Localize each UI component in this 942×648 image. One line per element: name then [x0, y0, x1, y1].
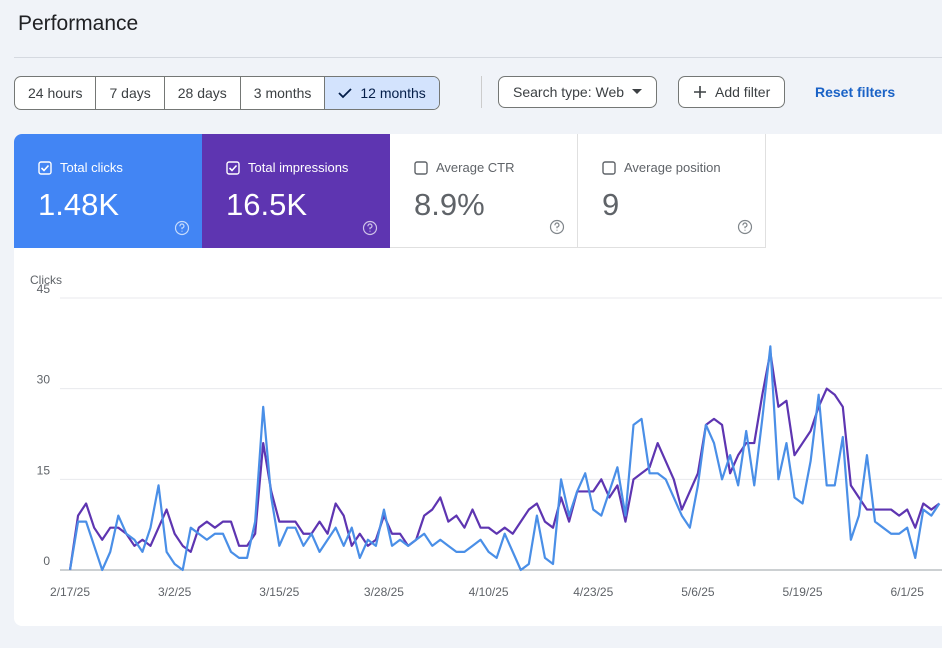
checkbox-tick: [228, 164, 238, 172]
reset-filters-link[interactable]: Reset filters: [815, 84, 896, 100]
checkbox: [414, 160, 428, 175]
y-tick-label: 0: [43, 554, 50, 568]
help-mark: [367, 223, 373, 232]
x-tick-label: 6/1/25: [891, 585, 925, 599]
search-type-dropdown[interactable]: Search type: Web: [498, 76, 658, 108]
metric-label: Total clicks: [60, 160, 123, 175]
metric-label-row: Average position: [602, 160, 765, 175]
y-tick-label: 45: [37, 282, 51, 296]
help-mark: [179, 223, 185, 232]
metric-card[interactable]: Total clicks 1.48K: [14, 134, 202, 248]
metric-label-row: Total impressions: [226, 160, 390, 175]
divider: [14, 57, 942, 58]
y-axis-title: Clicks: [30, 273, 62, 287]
series-line: [68, 345, 941, 572]
x-tick-label: 3/2/25: [158, 585, 192, 599]
x-tick-label: 5/19/25: [783, 585, 823, 599]
checkbox: [602, 160, 616, 175]
metric-card[interactable]: Average CTR 8.9%: [390, 134, 578, 248]
metric-card[interactable]: Average position 9: [578, 134, 766, 248]
help-icon: [737, 219, 753, 235]
checkbox: [38, 160, 52, 175]
page-title: Performance: [18, 12, 139, 35]
search-type-label: Search type: Web: [513, 84, 625, 100]
metric-label-row: Average CTR: [414, 160, 577, 175]
checkbox-box: [226, 160, 240, 175]
metric-label-row: Total clicks: [38, 160, 202, 175]
range-label: 7 days: [109, 85, 151, 101]
metric-value: 1.48K: [38, 187, 120, 222]
range-button[interactable]: 3 months: [239, 77, 325, 109]
help-icon: [362, 220, 378, 236]
series-line: [68, 351, 941, 571]
y-tick-label: 30: [37, 373, 51, 387]
x-tick-label: 5/6/25: [681, 585, 715, 599]
checkbox-tick: [40, 164, 50, 172]
x-tick-label: 2/17/25: [50, 585, 90, 599]
checkbox-box: [602, 160, 616, 175]
range-button[interactable]: 12 months: [324, 77, 439, 109]
metric-label: Total impressions: [248, 160, 349, 175]
checkbox-box: [414, 160, 428, 175]
chart: Clicks 0 15 30 45 2/17/25 3/2/25 3/15/25 3/28/2…: [30, 273, 942, 599]
range-button[interactable]: 24 hours: [15, 77, 95, 109]
range-label: 3 months: [253, 85, 312, 101]
x-tick-label: 3/28/25: [364, 585, 404, 599]
range-button[interactable]: 7 days: [95, 77, 163, 109]
help-circle: [362, 220, 378, 236]
range-label: 28 days: [177, 85, 227, 101]
range-selector: 24 hours 7 days 28 days 3 months 12 months: [14, 76, 440, 110]
performance-panel: Clicks 0 15 30 45 2/17/25 3/2/25 3/15/25 3/28/2…: [14, 134, 942, 626]
help-circle: [549, 219, 565, 235]
x-tick-label: 4/10/25: [469, 585, 509, 599]
metric-card[interactable]: Total impressions 16.5K: [202, 134, 390, 248]
add-filter-label: Add filter: [715, 84, 771, 100]
metric-label: Average CTR: [436, 160, 515, 175]
help-circle: [737, 219, 753, 235]
help-mark: [554, 222, 560, 231]
plus-icon: [694, 86, 706, 98]
metric-value: 8.9%: [414, 187, 485, 222]
metric-label: Average position: [624, 160, 721, 175]
checkbox-box: [38, 160, 52, 175]
y-tick-label: 15: [37, 463, 51, 477]
x-tick-label: 3/15/25: [259, 585, 299, 599]
checkbox: [226, 160, 240, 175]
help-mark: [742, 222, 748, 231]
check-mark: [338, 88, 353, 99]
metric-value: 16.5K: [226, 187, 308, 222]
check-icon: [338, 88, 353, 99]
range-button[interactable]: 28 days: [163, 77, 240, 109]
range-label: 12 months: [360, 85, 426, 101]
dropdown-arrow: [632, 89, 643, 94]
help-icon: [549, 219, 565, 235]
separator: [481, 76, 482, 108]
add-filter-button[interactable]: Add filter: [678, 76, 786, 108]
x-tick-label: 4/23/25: [573, 585, 613, 599]
help-icon: [174, 220, 190, 236]
range-label: 24 hours: [28, 85, 83, 101]
metric-value: 9: [602, 187, 620, 222]
help-circle: [174, 220, 190, 236]
